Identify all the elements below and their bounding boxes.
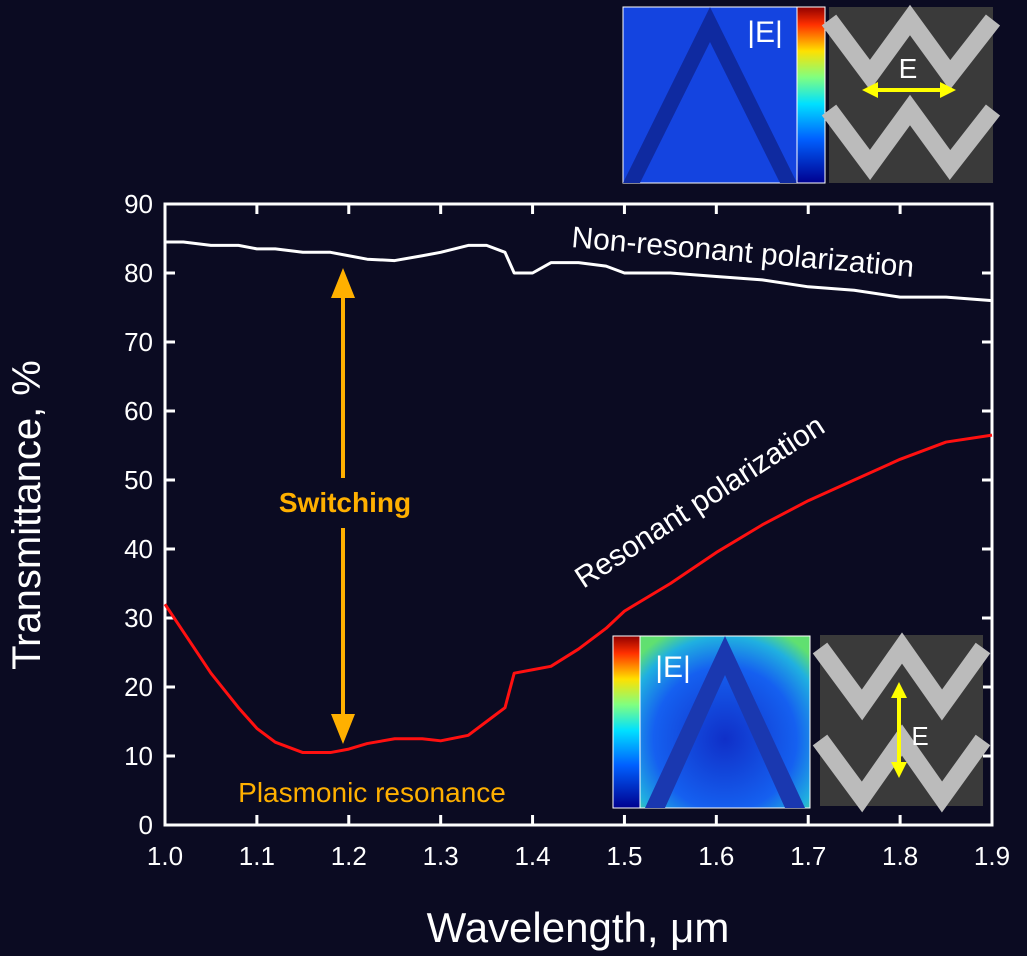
inset-bottom: E |E| [613,635,983,808]
y-tick-label: 40 [124,534,153,564]
y-tick-label: 70 [124,327,153,357]
x-tick-label: 1.0 [147,841,183,871]
inset-label: E [911,721,928,751]
series-label: Non-resonant polarization [570,221,915,284]
x-tick-label: 1.3 [423,841,459,871]
x-axis-title: Wavelength, μm [427,904,730,951]
x-tick-label: 1.2 [331,841,367,871]
y-tick-label: 90 [124,189,153,219]
series-label: Resonant polarization [569,409,830,595]
y-tick-label: 50 [124,465,153,495]
x-tick-label: 1.4 [514,841,550,871]
x-tick-label: 1.6 [698,841,734,871]
inset-label: |E| [655,651,691,684]
x-tick-label: 1.5 [606,841,642,871]
y-axis-title: Transmittance, % [5,360,49,670]
x-tick-label: 1.9 [974,841,1010,871]
annotation: Plasmonic resonance [238,777,506,808]
annotation: Switching [279,487,411,518]
x-tick-label: 1.8 [882,841,918,871]
chart: 0 10 20 30 40 50 60 70 80 90 1.0 1.1 1.2 1.3 1.4 1.5 1.6… [0,0,1027,956]
y-tick-label: 30 [124,603,153,633]
inset-label: |E| [747,16,783,49]
y-tick-label: 0 [139,810,153,840]
x-tick-label: 1.7 [790,841,826,871]
y-tick-label: 60 [124,396,153,426]
x-tick-label: 1.1 [239,841,275,871]
inset-top: |E| E [623,7,993,183]
y-tick-label: 80 [124,258,153,288]
y-tick-label: 10 [124,741,153,771]
inset-label: E [899,53,918,84]
y-tick-label: 20 [124,672,153,702]
